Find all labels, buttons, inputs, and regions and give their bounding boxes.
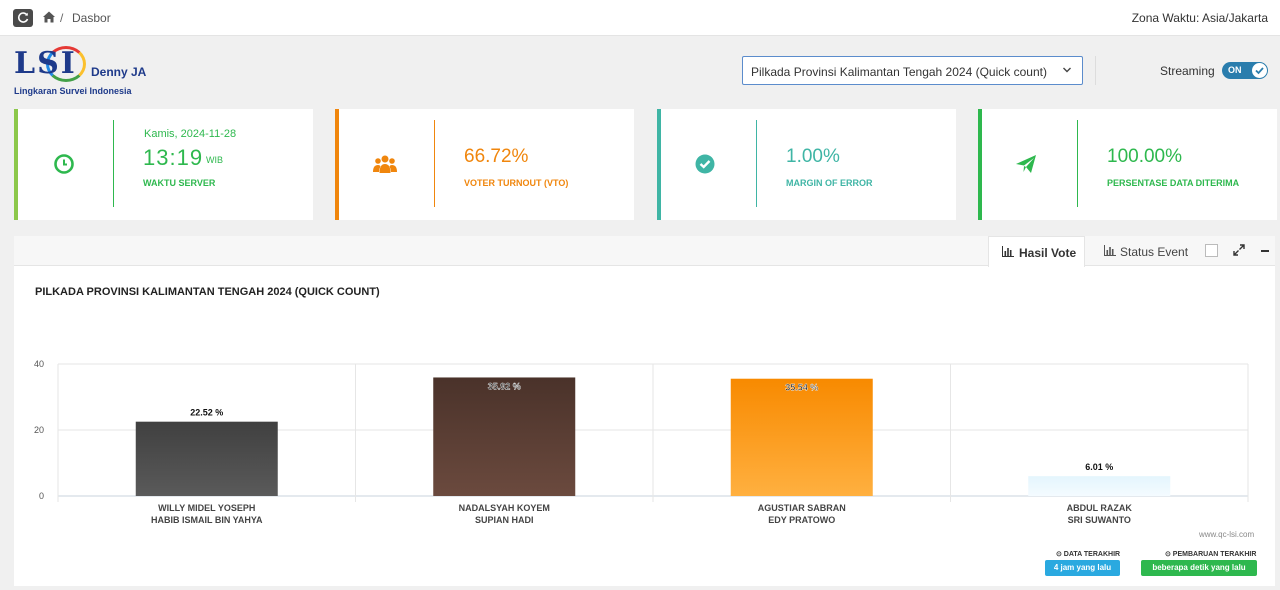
refresh-button[interactable]	[13, 9, 33, 27]
bar-chart-icon	[1002, 246, 1014, 257]
card-divider	[434, 120, 435, 207]
home-icon[interactable]	[42, 10, 56, 24]
chart-title: PILKADA PROVINSI KALIMANTAN TENGAH 2024 …	[35, 286, 380, 298]
bar-value-label: 35.54 %	[785, 383, 818, 393]
server-timezone: WIB	[206, 155, 223, 165]
server-date: Kamis, 2024-11-28	[144, 128, 237, 140]
toggle-state: ON	[1228, 65, 1242, 75]
last-update-label: ⊙ PEMBARUAN TERAKHIR	[1165, 551, 1257, 558]
last-data-badge: 4 jam yang lalu	[1045, 560, 1120, 576]
breadcrumb-separator: /	[60, 11, 64, 25]
top-bar: / Dasbor Zona Waktu: Asia/Jakarta	[0, 0, 1280, 36]
chevron-down-icon	[1063, 67, 1071, 73]
clock-icon	[54, 154, 74, 174]
tab-label: Hasil Vote	[1019, 246, 1077, 260]
x-tick-label: NADALSYAH KOYEM	[459, 503, 550, 513]
tab-status-event[interactable]: Status Event	[1098, 236, 1198, 266]
refresh-icon	[17, 12, 29, 23]
data-received-card: 100.00% PERSENTASE DATA DITERIMA	[978, 109, 1277, 220]
server-time-label: WAKTU SERVER	[143, 178, 216, 188]
collapse-icon[interactable]	[1261, 250, 1269, 252]
x-tick-label: ABDUL RAZAK	[1067, 503, 1133, 513]
paper-plane-icon	[1016, 155, 1036, 173]
y-tick-label: 20	[34, 425, 44, 435]
received-value: 100.00%	[1107, 146, 1183, 167]
bar	[433, 377, 576, 496]
x-tick-label: EDY PRATOWO	[768, 515, 835, 525]
bar	[135, 421, 278, 496]
lsi-logo: LSI Denny JA Lingkaran Survei Indonesia	[14, 46, 154, 100]
logo-author: Denny JA	[91, 65, 147, 79]
margin-error-card: 1.00% MARGIN OF ERROR	[657, 109, 956, 220]
users-icon	[373, 155, 397, 173]
last-data-label: ⊙ DATA TERAKHIR	[1056, 551, 1121, 558]
check-circle-icon	[695, 154, 715, 174]
bar-value-label: 35.92 %	[488, 381, 521, 391]
margin-label: MARGIN OF ERROR	[786, 178, 873, 188]
tab-label: Status Event	[1120, 245, 1189, 259]
logo-ring	[46, 46, 86, 82]
received-label: PERSENTASE DATA DITERIMA	[1107, 178, 1240, 188]
x-tick-label: AGUSTIAR SABRAN	[758, 503, 846, 513]
bar-value-label: 6.01 %	[1085, 462, 1113, 472]
x-tick-label: SRI SUWANTO	[1068, 515, 1131, 525]
bar	[1028, 476, 1171, 496]
turnout-value: 66.72%	[464, 146, 529, 167]
y-tick-label: 40	[34, 359, 44, 369]
breadcrumb-current[interactable]: Dasbor	[72, 11, 111, 25]
timezone-label: Zona Waktu: Asia/Jakarta	[1131, 11, 1268, 25]
server-time-card: Kamis, 2024-11-28 13:19 WIB WAKTU SERVER	[14, 109, 313, 220]
streaming-toggle[interactable]: ON	[1222, 62, 1268, 79]
results-panel: Hasil Vote Status Event PILKADA PROVINSI…	[14, 236, 1275, 586]
bar	[730, 378, 873, 496]
tab-hasil-vote[interactable]: Hasil Vote	[988, 236, 1085, 267]
turnout-card: 66.72% VOTER TURNOUT (VTO)	[335, 109, 634, 220]
streaming-label: Streaming	[1160, 64, 1215, 78]
watermark: www.qc-lsi.com	[1199, 530, 1255, 539]
header-divider	[1095, 56, 1096, 85]
bar-value-label: 22.52 %	[190, 408, 223, 418]
margin-value: 1.00%	[786, 146, 840, 167]
logo-subtitle: Lingkaran Survei Indonesia	[14, 86, 132, 96]
logo-lsi-text: LSI	[14, 46, 77, 81]
server-time: 13:19	[143, 145, 204, 170]
card-divider	[1077, 120, 1078, 207]
x-tick-label: WILLY MIDEL YOSEPH	[158, 503, 255, 513]
x-tick-label: HABIB ISMAIL BIN YAHYA	[151, 515, 263, 525]
card-divider	[113, 120, 114, 207]
results-bar-chart: 0 20 40 22.52 % WILLY MIDEL YOSEPH HABIB ISMA…	[34, 359, 1249, 525]
last-update-badge: beberapa detik yang lalu	[1141, 560, 1257, 576]
panel-header: Hasil Vote Status Event	[14, 236, 1275, 267]
card-divider	[756, 120, 757, 207]
bar-chart-icon	[1104, 245, 1116, 256]
toggle-knob	[1252, 63, 1267, 78]
x-tick-label: SUPIAN HADI	[475, 515, 534, 525]
y-tick-label: 0	[39, 491, 44, 501]
election-select[interactable]: Pilkada Provinsi Kalimantan Tengah 2024 …	[742, 56, 1083, 85]
turnout-label: VOTER TURNOUT (VTO)	[464, 178, 569, 188]
check-icon	[1255, 67, 1264, 75]
election-select-value: Pilkada Provinsi Kalimantan Tengah 2024 …	[751, 65, 1051, 79]
panel-checkbox[interactable]	[1205, 244, 1218, 257]
expand-icon[interactable]	[1233, 244, 1245, 256]
